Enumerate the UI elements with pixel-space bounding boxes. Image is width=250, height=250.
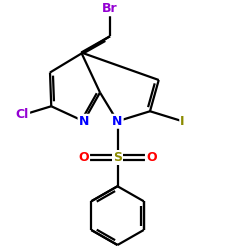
Text: Cl: Cl [16, 108, 29, 122]
Text: Br: Br [102, 2, 118, 15]
Text: N: N [78, 115, 89, 128]
Text: O: O [146, 151, 156, 164]
Text: N: N [112, 115, 123, 128]
Text: I: I [180, 115, 185, 128]
Text: S: S [113, 151, 122, 164]
Text: O: O [78, 151, 89, 164]
